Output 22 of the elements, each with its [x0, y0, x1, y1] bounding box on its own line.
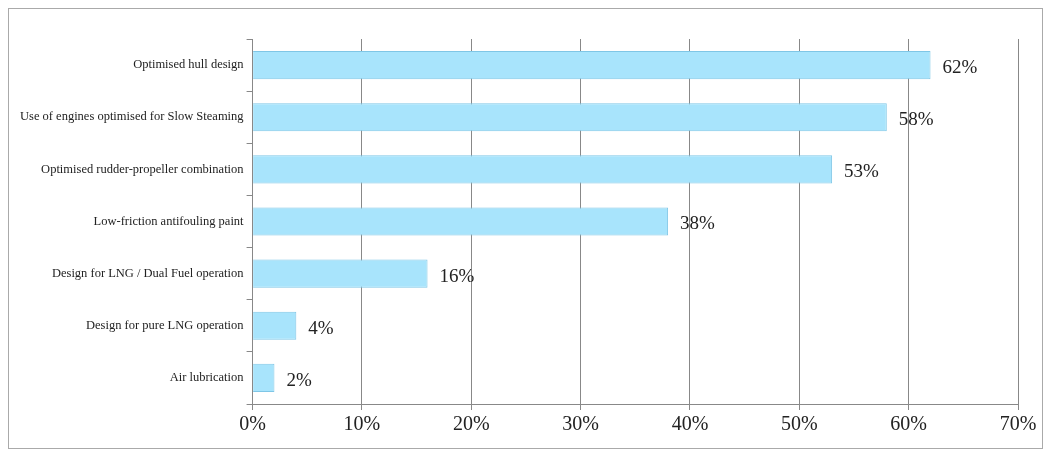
y-tick-label: Low-friction antifouling paint [93, 213, 245, 228]
y-tick-label: Design for LNG / Dual Fuel operation [51, 265, 245, 280]
data-label: 58% [898, 108, 934, 130]
x-tick-label: 60% [890, 412, 927, 435]
x-tick-label: 70% [999, 412, 1037, 435]
x-tick-label: 30% [562, 412, 599, 435]
data-label: 62% [942, 56, 978, 78]
y-tick-label: Design for pure LNG operation [85, 318, 245, 333]
x-tick-label: 0% [239, 412, 266, 435]
x-tick-label: 50% [780, 412, 818, 435]
y-tick-label: Air lubrication [169, 370, 245, 385]
y-tick-label: Use of engines optimised for Slow Steaming [19, 109, 245, 124]
y-tick-label: Optimised rudder-propeller combination [41, 161, 245, 176]
x-tick-label: 10% [343, 412, 381, 435]
data-label: 16% [439, 264, 475, 286]
y-tick-label: Optimised hull design [133, 57, 245, 72]
data-label: 53% [844, 160, 880, 182]
x-tick-label: 20% [452, 412, 490, 435]
data-label: 2% [286, 368, 312, 390]
x-tick-label: 40% [671, 412, 709, 435]
data-label: 4% [308, 316, 334, 338]
data-label: 38% [680, 212, 716, 234]
